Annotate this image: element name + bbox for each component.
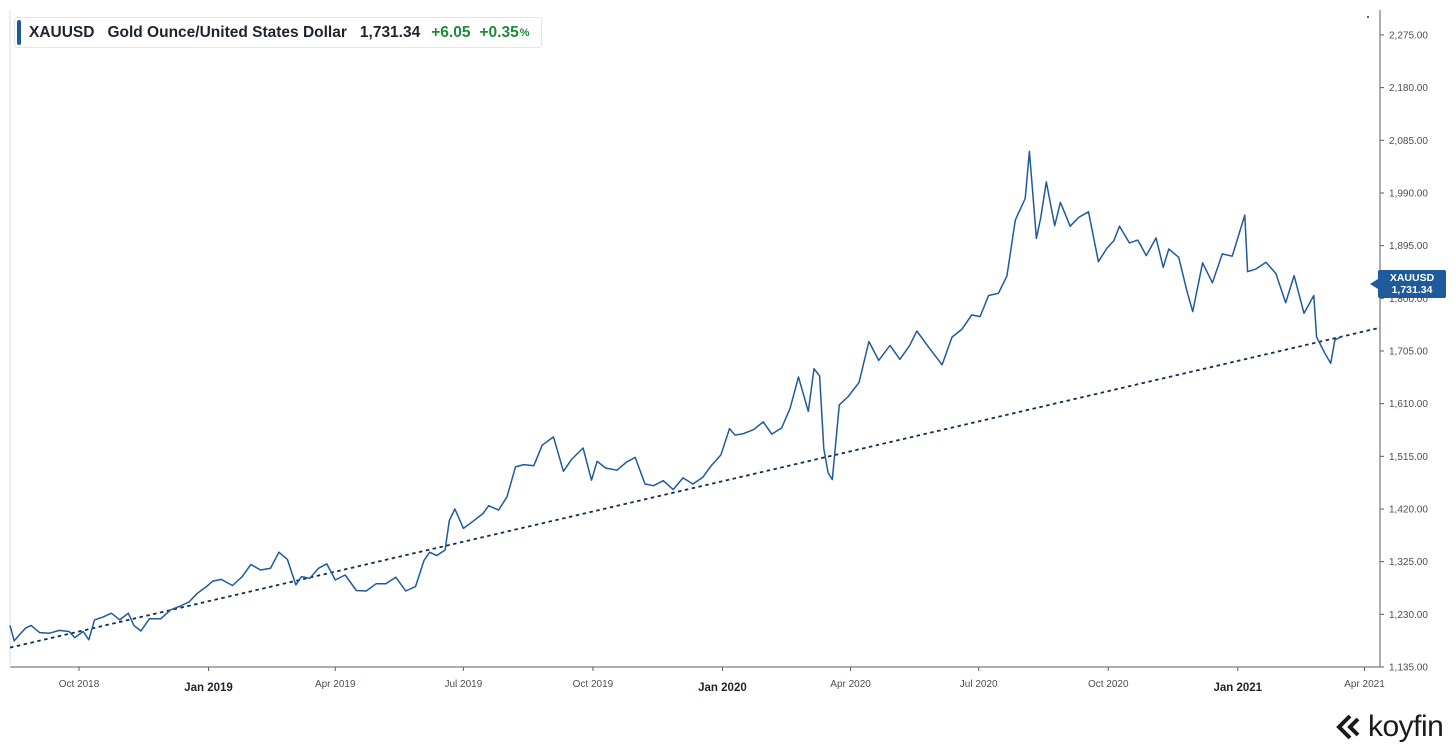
legend-ticker: XAUUSD xyxy=(29,23,95,41)
chart-legend[interactable]: XAUUSD Gold Ounce/United States Dollar 1… xyxy=(14,17,543,48)
support-trendline xyxy=(9,326,1381,649)
x-tick-label: Oct 2020 xyxy=(1088,679,1129,690)
y-tick-label: 2,275.00 xyxy=(1389,30,1428,41)
x-tick-label: Jul 2019 xyxy=(444,679,482,690)
y-tick-label: 1,610.00 xyxy=(1389,399,1428,410)
y-tick-label: 1,135.00 xyxy=(1389,663,1428,674)
badge-ticker: XAUUSD xyxy=(1389,272,1435,284)
y-tick-label: 1,800.00 xyxy=(1389,294,1428,305)
series-color-marker xyxy=(17,20,21,45)
x-tick-label: Oct 2019 xyxy=(573,679,614,690)
legend-change-pct: +0.35 xyxy=(479,23,519,41)
koyfin-logo: koyfin xyxy=(1336,709,1444,745)
x-tick-label: Jan 2020 xyxy=(698,682,747,694)
y-tick-label: 1,420.00 xyxy=(1389,504,1428,515)
y-tick-label: 1,515.00 xyxy=(1389,452,1428,463)
trendline-layer xyxy=(9,326,1381,649)
x-tick-label: Jan 2019 xyxy=(184,682,233,694)
corner-dot xyxy=(1367,16,1369,18)
last-price-badge: XAUUSD 1,731.34 xyxy=(1378,270,1446,298)
legend-pct-sign: % xyxy=(519,26,530,39)
y-tick-label: 1,230.00 xyxy=(1389,610,1428,621)
x-tick-label: Apr 2020 xyxy=(830,679,871,690)
chart-axes: 1,135.00 1,230.00 1,325.00 1,420.00 1,515.00… xyxy=(9,10,1428,694)
y-tick-label: 2,085.00 xyxy=(1389,136,1428,147)
legend-name: Gold Ounce/United States Dollar xyxy=(107,23,347,41)
price-badge-pointer xyxy=(1370,279,1378,289)
x-tick-label: Jul 2020 xyxy=(960,679,998,690)
x-tick-label: Oct 2018 xyxy=(59,679,100,690)
y-tick-label: 1,895.00 xyxy=(1389,241,1428,252)
series-layer xyxy=(9,150,1343,642)
y-tick-label: 1,990.00 xyxy=(1389,188,1428,199)
series-line-xauusd xyxy=(9,150,1343,642)
legend-change: +6.05 xyxy=(431,23,471,41)
badge-price: 1,731.34 xyxy=(1391,284,1433,296)
legend-price: 1,731.34 xyxy=(359,23,421,41)
x-tick-label: Apr 2019 xyxy=(315,679,356,690)
y-tick-label: 1,705.00 xyxy=(1389,346,1428,357)
y-tick-label: 1,325.00 xyxy=(1389,557,1428,568)
brand-wordmark: koyfin xyxy=(1368,710,1444,743)
x-tick-label: Jan 2021 xyxy=(1213,682,1262,694)
y-tick-label: 2,180.00 xyxy=(1389,83,1428,94)
x-tick-label: Apr 2021 xyxy=(1344,679,1385,690)
koyfin-chevron-icon xyxy=(1336,714,1360,740)
